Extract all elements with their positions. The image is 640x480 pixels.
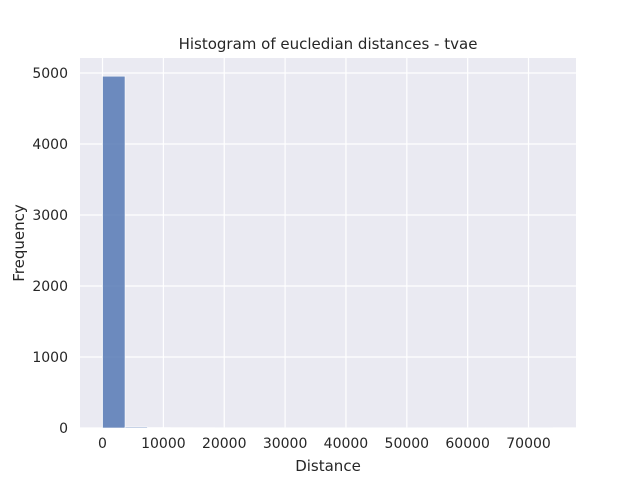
y-tick-label: 2000 (32, 279, 68, 295)
x-tick-labels: 0 10000 20000 30000 40000 50000 60000 70000 (98, 436, 551, 452)
x-tick-label: 50000 (385, 436, 430, 452)
x-tick-label: 70000 (506, 436, 551, 452)
plot-area (80, 58, 576, 428)
y-tick-label: 0 (59, 421, 68, 437)
y-tick-label: 3000 (32, 208, 68, 224)
x-axis-label: Distance (295, 457, 361, 475)
x-tick-label: 40000 (324, 436, 369, 452)
x-tick-label: 0 (98, 436, 107, 452)
x-tick-label: 60000 (445, 436, 490, 452)
y-tick-label: 1000 (32, 350, 68, 366)
y-tick-label: 5000 (32, 66, 68, 82)
y-tick-labels: 0 1000 2000 3000 4000 5000 (32, 66, 68, 437)
x-tick-label: 20000 (202, 436, 247, 452)
bars (102, 75, 554, 429)
x-tick-label: 30000 (263, 436, 308, 452)
x-tick-label: 10000 (141, 436, 186, 452)
histogram-bar (124, 426, 148, 429)
chart-title: Histogram of eucledian distances - tvae (179, 35, 478, 53)
histogram-bar (102, 75, 126, 429)
y-tick-label: 4000 (32, 137, 68, 153)
y-axis-label: Frequency (10, 204, 28, 282)
